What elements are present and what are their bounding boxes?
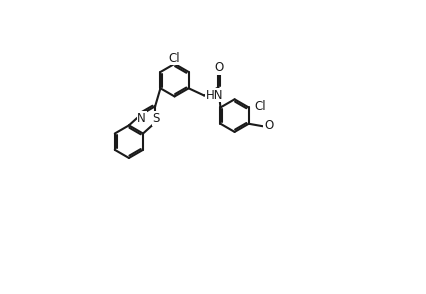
Text: N: N — [137, 112, 146, 125]
Text: O: O — [264, 119, 273, 132]
Text: HN: HN — [205, 88, 223, 101]
Text: O: O — [214, 61, 223, 74]
Text: Cl: Cl — [169, 52, 180, 65]
Text: S: S — [152, 112, 159, 125]
Text: Cl: Cl — [254, 100, 266, 113]
